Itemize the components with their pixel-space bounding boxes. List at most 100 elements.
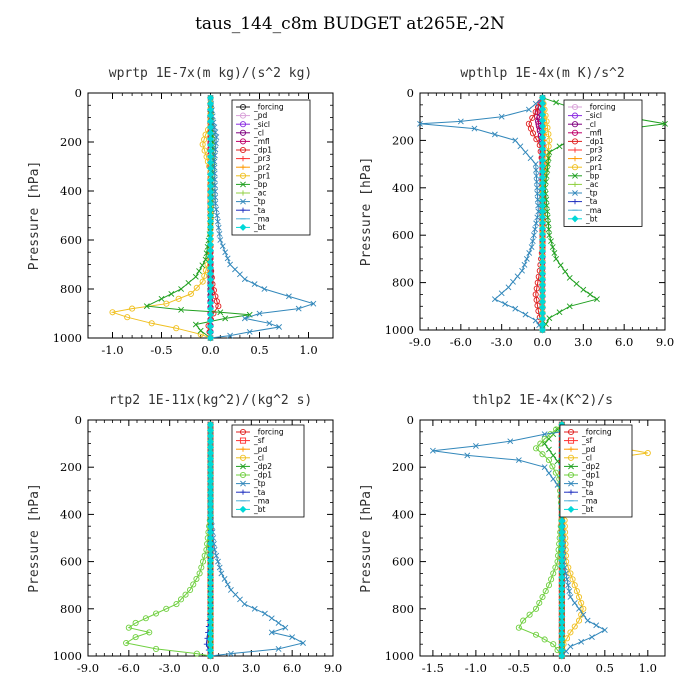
data-point xyxy=(193,284,200,291)
data-point xyxy=(173,601,180,608)
legend-item: _ma xyxy=(564,496,598,505)
data-point xyxy=(502,301,508,307)
data-point xyxy=(285,293,292,300)
y-tick-label: 600 xyxy=(392,555,414,569)
data-point xyxy=(222,315,229,322)
legend-item: _pd xyxy=(236,111,268,120)
data-point xyxy=(202,267,209,274)
x-tick-label: 3.0 xyxy=(242,661,260,675)
legend-swatch-marker xyxy=(571,112,579,119)
legend-label: _pr3 xyxy=(253,154,271,163)
x-tick-label: 0.0 xyxy=(553,661,571,675)
legend-item: _bt xyxy=(564,505,594,514)
data-point xyxy=(566,303,573,310)
data-point xyxy=(457,118,464,125)
data-point xyxy=(534,104,542,111)
data-point xyxy=(192,321,199,328)
legend-label: _tp xyxy=(253,197,266,206)
data-point xyxy=(275,620,282,626)
data-point xyxy=(533,296,540,304)
data-point xyxy=(212,194,219,201)
data-point xyxy=(550,641,557,648)
legend-label: _pr2 xyxy=(253,163,271,172)
data-point xyxy=(575,593,583,601)
data-point xyxy=(190,581,197,588)
data-point xyxy=(525,106,532,113)
legend-swatch-marker xyxy=(571,129,579,136)
data-point xyxy=(526,250,533,256)
legend-item: _dp1 xyxy=(236,471,272,480)
data-point xyxy=(268,615,275,622)
legend-swatch-marker xyxy=(567,454,575,461)
data-point xyxy=(192,273,199,280)
legend-item: _tp xyxy=(236,479,266,488)
data-point xyxy=(262,610,268,617)
data-point xyxy=(505,284,512,291)
data-point xyxy=(553,255,560,262)
legend-label: _bt xyxy=(585,214,598,223)
legend-item: _forcing xyxy=(236,103,284,112)
data-point xyxy=(217,309,224,316)
legend-label: _sf xyxy=(581,436,593,445)
data-point xyxy=(197,327,204,334)
data-point xyxy=(580,611,587,618)
y-tick-label: 400 xyxy=(392,507,414,521)
y-tick-label: 800 xyxy=(392,276,414,290)
data-point xyxy=(533,285,540,292)
legend: _forcing_sicl_cl_mfl_dp1_pr3_pr2_pr1_bp_… xyxy=(563,99,643,227)
y-tick-label: 1000 xyxy=(53,331,82,345)
legend-box xyxy=(563,99,643,227)
data-point xyxy=(211,124,218,131)
legend-label: _forcing xyxy=(585,103,616,112)
legend-label: _sicl xyxy=(585,111,602,120)
data-point xyxy=(213,552,220,559)
legend-item: _pr2 xyxy=(236,163,271,172)
data-point xyxy=(517,143,524,150)
x-tick-label: -1.0 xyxy=(465,661,487,675)
data-point xyxy=(214,212,220,219)
data-point xyxy=(177,596,185,603)
data-point xyxy=(550,570,557,577)
data-point xyxy=(550,476,557,482)
legend-swatch-marker xyxy=(572,199,578,205)
data-point xyxy=(215,303,222,310)
data-point xyxy=(246,328,253,335)
legend-item: _pr1 xyxy=(236,171,271,180)
data-point xyxy=(153,610,160,617)
data-point xyxy=(529,238,536,245)
data-point xyxy=(552,469,559,476)
data-point xyxy=(551,250,558,256)
data-point xyxy=(213,206,220,213)
data-point xyxy=(289,634,296,641)
x-tick-label: 0.5 xyxy=(250,343,268,357)
legend-swatch-marker xyxy=(239,172,247,179)
y-axis-label: Pressure [hPa] xyxy=(27,161,42,271)
data-point xyxy=(187,290,194,297)
x-tick-label: -3.0 xyxy=(159,661,181,675)
data-point xyxy=(534,196,541,203)
data-point xyxy=(526,611,533,618)
x-tick-label: 6.0 xyxy=(615,335,633,349)
data-point xyxy=(545,226,552,233)
legend-swatch-marker xyxy=(567,471,575,479)
data-point xyxy=(544,214,551,221)
data-point xyxy=(175,295,182,302)
data-point xyxy=(544,149,551,156)
data-point xyxy=(553,426,560,433)
data-point xyxy=(199,278,206,285)
data-point xyxy=(541,440,548,447)
y-tick-label: 1000 xyxy=(53,649,82,663)
data-point xyxy=(215,558,221,565)
data-point xyxy=(275,646,282,652)
legend-item: _tp xyxy=(568,189,598,198)
data-point xyxy=(268,629,275,636)
legend-item: _mfl xyxy=(568,128,602,137)
legend-swatch-marker xyxy=(239,121,247,128)
data-point xyxy=(564,576,570,583)
legend-label: _cl xyxy=(585,120,596,129)
legend-item: _bt xyxy=(568,214,598,223)
x-tick-label: 3.0 xyxy=(574,335,592,349)
legend-label: _ta xyxy=(585,197,597,206)
data-point xyxy=(212,140,219,147)
data-point xyxy=(218,570,225,577)
